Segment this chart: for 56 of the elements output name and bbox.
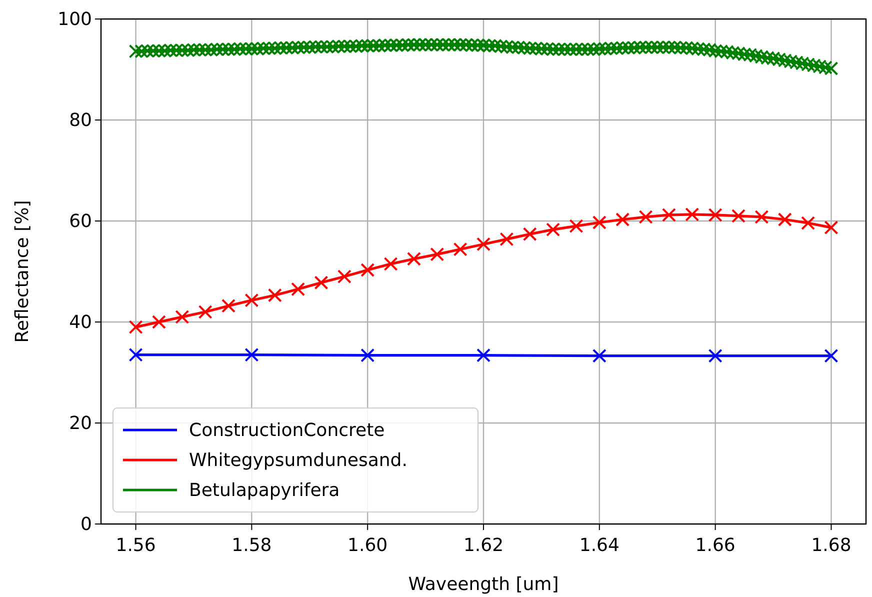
point bbox=[592, 348, 606, 363]
y-tick-label: 40 bbox=[69, 312, 92, 333]
point bbox=[546, 222, 560, 237]
point bbox=[708, 208, 722, 222]
point bbox=[384, 256, 398, 271]
point bbox=[500, 232, 514, 246]
point bbox=[244, 293, 259, 308]
x-tick-label: 1.56 bbox=[116, 535, 156, 556]
point bbox=[522, 227, 537, 242]
point bbox=[569, 219, 584, 234]
point bbox=[616, 212, 630, 226]
point bbox=[152, 315, 166, 329]
point bbox=[360, 348, 375, 362]
point bbox=[175, 310, 190, 324]
x-tick-label: 1.66 bbox=[695, 535, 736, 556]
x-tick-label: 1.60 bbox=[348, 535, 388, 556]
point bbox=[268, 288, 282, 302]
y-tick-label: 20 bbox=[69, 412, 92, 434]
legend-label: Whitegypsumdunesand. bbox=[189, 450, 408, 471]
point bbox=[128, 320, 143, 334]
legend-label: ConstructionConcrete bbox=[189, 420, 385, 441]
point bbox=[314, 276, 328, 290]
y-axis-title: Reflectance [%] bbox=[12, 200, 33, 343]
point bbox=[291, 282, 306, 296]
x-tick-label: 1.68 bbox=[811, 535, 852, 556]
point bbox=[244, 348, 259, 362]
point bbox=[662, 208, 676, 222]
point bbox=[476, 237, 490, 252]
legend-label: Betulapapyrifera bbox=[189, 480, 340, 501]
point bbox=[430, 247, 444, 262]
point bbox=[778, 212, 792, 226]
y-tick-label: 80 bbox=[69, 110, 92, 131]
point bbox=[476, 348, 490, 362]
point bbox=[406, 252, 421, 266]
point bbox=[732, 208, 746, 223]
point bbox=[801, 216, 816, 230]
point bbox=[638, 210, 653, 224]
point bbox=[592, 216, 606, 230]
x-axis-title: Waveength [um] bbox=[408, 574, 559, 595]
x-tick-label: 1.62 bbox=[463, 535, 504, 556]
point bbox=[453, 242, 468, 256]
y-tick-label: 100 bbox=[58, 8, 92, 30]
point bbox=[222, 298, 236, 313]
point bbox=[754, 210, 769, 224]
point bbox=[337, 270, 352, 284]
point bbox=[128, 348, 143, 362]
point bbox=[708, 348, 722, 363]
x-tick-label: 1.58 bbox=[232, 535, 272, 556]
point bbox=[360, 262, 375, 277]
point bbox=[198, 304, 212, 319]
x-tick-label: 1.64 bbox=[579, 535, 620, 556]
y-tick-label: 60 bbox=[69, 210, 92, 232]
y-tick-label: 0 bbox=[80, 514, 92, 535]
point bbox=[685, 207, 700, 222]
point bbox=[824, 348, 838, 363]
point bbox=[824, 220, 838, 235]
